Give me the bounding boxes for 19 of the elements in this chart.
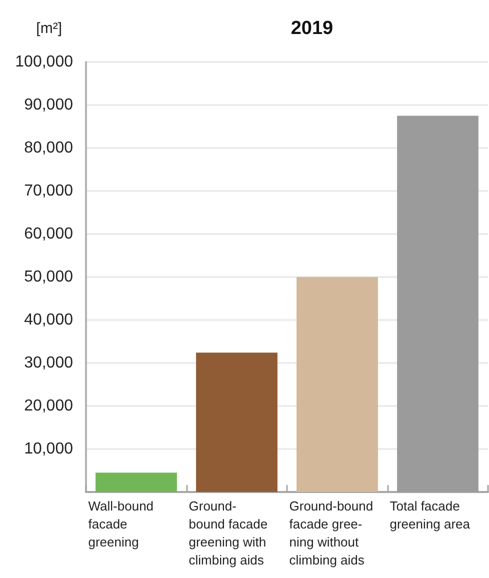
x-tick-label: Wall-bound facade greening (88, 498, 154, 550)
x-tick-label: Ground-bound facade gree- ning without climbing aids (289, 498, 374, 568)
y-tick-label: 20,000 (24, 398, 74, 414)
bar (96, 472, 177, 492)
y-tick-label: 10,000 (24, 440, 74, 458)
chart-title: 2019 (290, 18, 334, 39)
y-tick-label: 60,000 (24, 226, 74, 242)
y-tick-label: 80,000 (24, 140, 74, 156)
y-tick-label: 40,000 (24, 312, 74, 328)
y-axis-title: [m²] (36, 20, 62, 37)
y-tick-label: 70,000 (24, 182, 74, 200)
y-tick-label: 50,000 (24, 268, 74, 286)
y-tick-label: 90,000 (24, 96, 74, 114)
bar (296, 277, 378, 492)
y-tick-label: 100,000 (15, 54, 74, 70)
bar (196, 352, 278, 492)
x-tick-label: Total facade greening area (390, 498, 471, 532)
y-tick-label: 30,000 (24, 354, 74, 372)
x-tick-label: Ground- bound facade greening with climbing aids (188, 498, 268, 568)
